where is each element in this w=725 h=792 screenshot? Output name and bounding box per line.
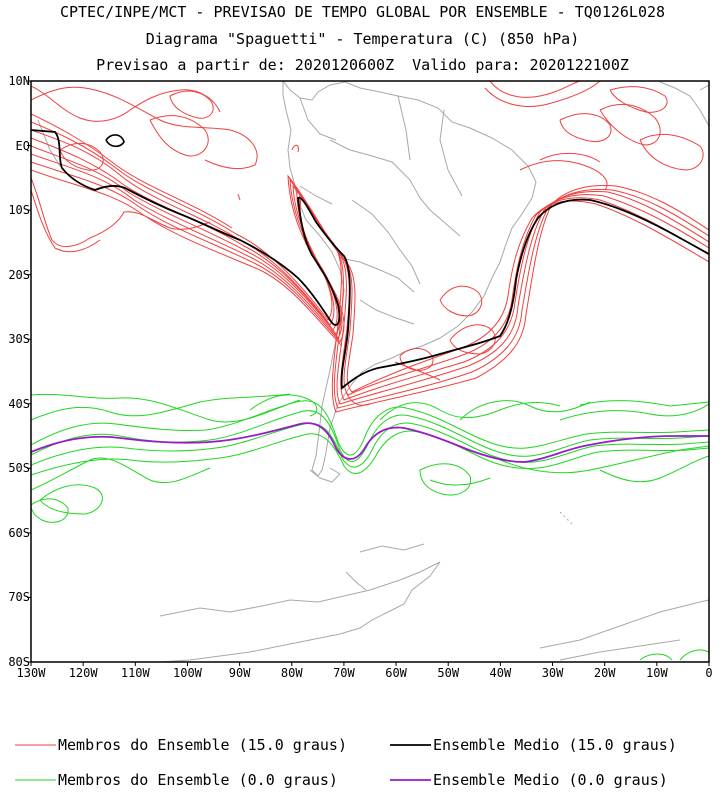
lon-label: 70W [333, 666, 355, 680]
south-america-outline [282, 81, 537, 477]
map-frame [30, 80, 710, 663]
lat-label: 10N [8, 74, 30, 88]
lat-label: 30S [8, 332, 30, 347]
legend-mean-15: Ensemble Medio (15.0 graus) [433, 736, 677, 754]
lat-label: 40S [8, 396, 30, 411]
legend-members-0: Membros do Ensemble (0.0 graus) [58, 771, 338, 789]
lon-label: 10W [646, 666, 668, 680]
axis-ticks [27, 80, 710, 666]
ensemble-members-15 [31, 81, 709, 413]
ensemble-mean-15-island [105, 134, 125, 148]
lon-label: 30W [541, 666, 564, 680]
lat-label: 10S [8, 203, 30, 218]
lat-label: 20S [8, 267, 30, 282]
ensemble-mean-15 [31, 129, 709, 390]
lon-label: 40W [489, 666, 512, 680]
lat-label: 70S [8, 590, 30, 605]
lat-label: 60S [8, 525, 30, 540]
lon-label: 50W [437, 666, 460, 680]
lon-label: 120W [68, 666, 98, 680]
ensemble-mean-0 [31, 422, 709, 463]
coastlines [37, 81, 709, 662]
lon-label: 130W [16, 666, 46, 680]
lat-label: 50S [8, 461, 30, 476]
lat-label: EQ [15, 138, 30, 153]
lon-label: 100W [173, 666, 202, 680]
antarctica-outline [159, 561, 441, 662]
lon-label: 90W [228, 666, 251, 680]
title-line-3: Previsao a partir de: 2020120600Z Valido… [96, 56, 629, 74]
lon-label: 60W [385, 666, 407, 680]
lon-label: 0 [705, 666, 713, 680]
title-line-2: Diagrama "Spaguetti" - Temperatura (C) (… [145, 30, 580, 48]
lat-label: 80S [8, 655, 30, 669]
legend-members-15: Membros do Ensemble (15.0 graus) [58, 736, 347, 754]
title-line-1: CPTEC/INPE/MCT - PREVISAO DE TEMPO GLOBA… [59, 3, 666, 21]
lon-label: 110W [120, 666, 150, 680]
lon-label: 80W [280, 666, 303, 680]
legend-mean-0: Ensemble Medio (0.0 graus) [433, 771, 668, 789]
lon-label: 20W [593, 666, 616, 680]
ensemble-members-0 [31, 393, 709, 661]
